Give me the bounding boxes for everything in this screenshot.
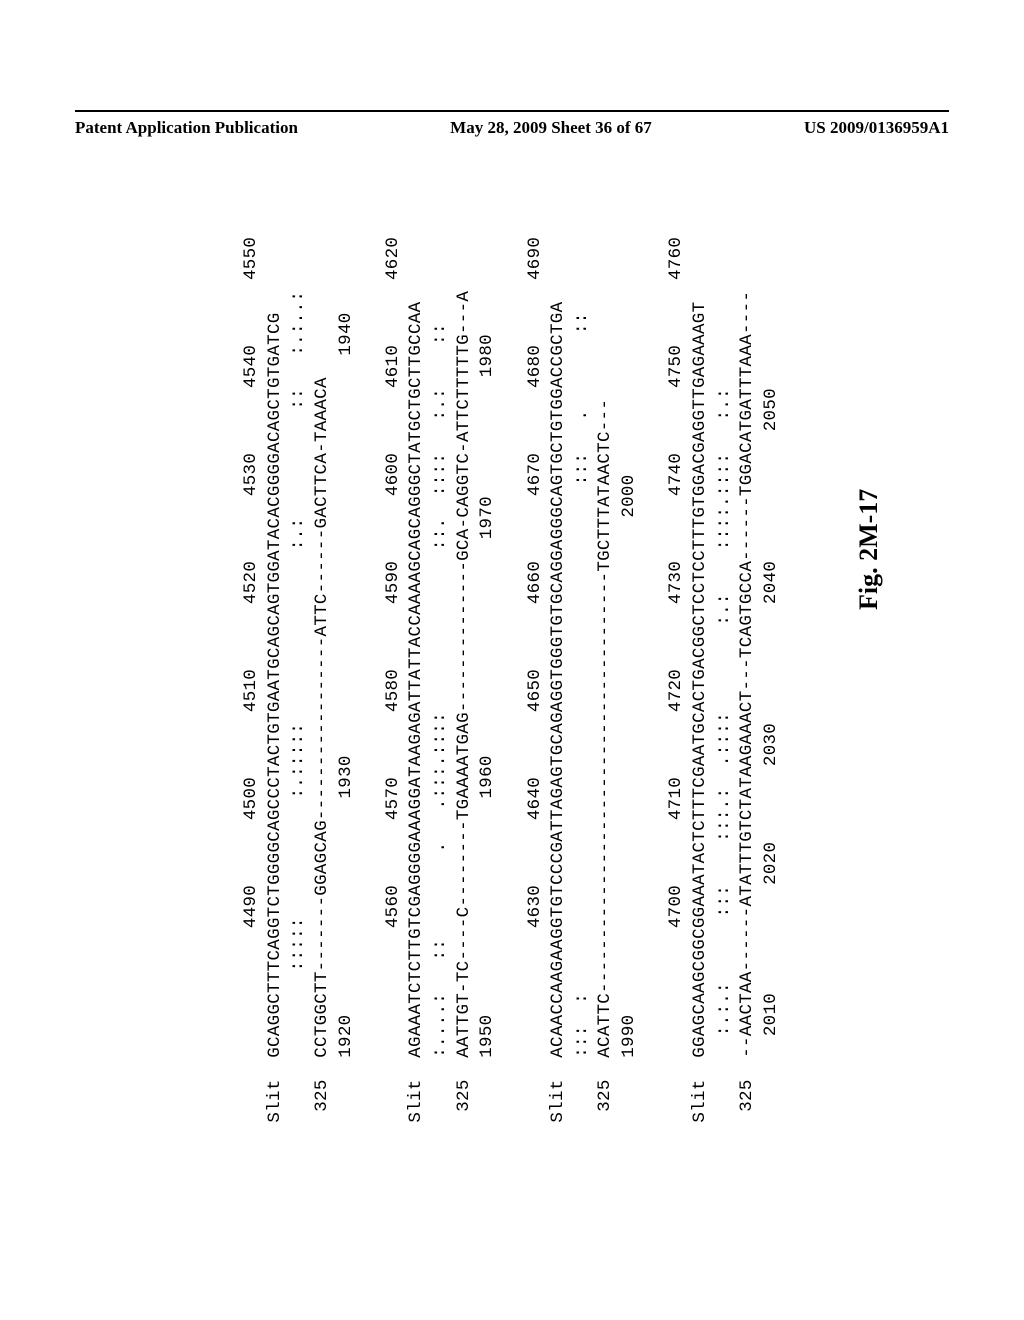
header-right: US 2009/0136959A1 xyxy=(804,118,949,138)
figure-area: 4490 4500 4510 4520 4530 4540 4550 Slit … xyxy=(0,170,1024,1190)
page-header: Patent Application Publication May 28, 2… xyxy=(75,110,949,138)
header-center: May 28, 2009 Sheet 36 of 67 xyxy=(450,118,652,138)
figure-caption: Fig. 2M-17 xyxy=(854,489,884,610)
header-left: Patent Application Publication xyxy=(75,118,298,138)
sequence-alignment: 4490 4500 4510 4520 4530 4540 4550 Slit … xyxy=(240,237,783,1123)
